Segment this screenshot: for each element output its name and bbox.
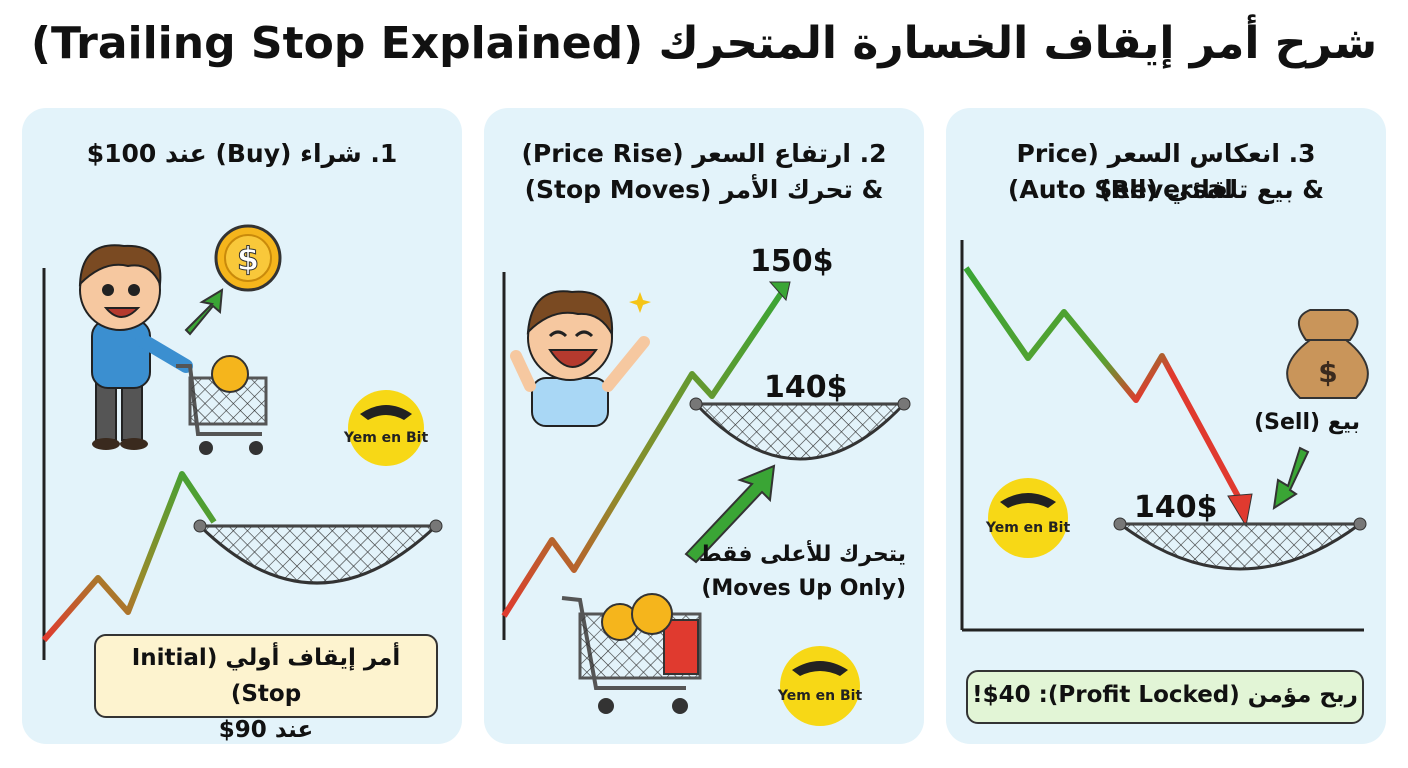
stop-price-label: 140$ [764,370,848,405]
callout-line1: أمر إيقاف أولي (Initial Stop) [131,645,401,707]
panel-reversal-title-line2: & بيع تلقائي (Auto Sell) [1007,175,1325,204]
panel-rise-title-line2: & تحرك الأمر (Stop Moves) [524,175,884,204]
up-arrow-icon [184,288,224,336]
logo-text: Yem en Bit [343,430,429,446]
panel-rise-chart [501,272,791,640]
panel-price-reversal: 3. انعكاس السعر (Price Reversal) & بيع ت… [946,108,1386,744]
svg-text:$: $ [237,240,259,278]
price-line [963,266,1243,502]
yemenbit-logo: Yem en Bit [985,478,1071,558]
price-line [41,471,217,642]
page-title: شرح أمر إيقاف الخسارة المتحرك (Trailing … [30,18,1378,69]
safety-net-icon [1113,517,1367,571]
boy-character-icon [510,290,650,427]
up-arrow-icon [684,464,776,564]
shopping-cart-icon [176,355,268,455]
panel-reversal-chart [960,240,1364,632]
panel-buy-title: 1. شراء (Buy) عند 100$ [86,139,398,168]
dollar-coin-icon: $ [214,224,282,292]
logo-text: Yem en Bit [985,520,1071,536]
logo-text: Yem en Bit [777,688,863,704]
down-arrow-icon [1272,446,1310,511]
safety-net-icon [689,397,911,461]
initial-stop-callout: أمر إيقاف أولي (Initial Stop) عند 90$ [94,634,438,743]
price-line [501,290,785,618]
moves-up-note-line2: (Moves Up Only) [701,576,906,601]
stop-price-label: 140$ [1134,490,1218,525]
profit-locked-callout: ربح مؤمن (Profit Locked): $40! [966,670,1364,724]
panel-reversal-title-line1: 3. انعكاس السعر (Price Reversal) [1016,139,1316,204]
yemenbit-logo: Yem en Bit [343,390,429,466]
moves-up-note-line1: يتحرك للأعلى فقط [698,542,906,567]
money-bag-icon: $ [1286,309,1369,399]
shopping-cart-icon [561,593,702,714]
safety-net-icon [193,519,443,585]
sell-label: (Sell) بيع [1254,410,1360,435]
yemenbit-logo: Yem en Bit [777,646,863,726]
callout-line2: عند 90$ [218,717,314,743]
panel-rise-title-line1: 2. ارتفاع السعر (Price Rise) [521,139,887,168]
price-high-label: 150$ [750,244,834,279]
panel-buy-chart [41,268,217,660]
svg-text:$: $ [1318,356,1337,389]
boy-character-icon [78,244,193,450]
sparkle-icon [629,292,651,313]
